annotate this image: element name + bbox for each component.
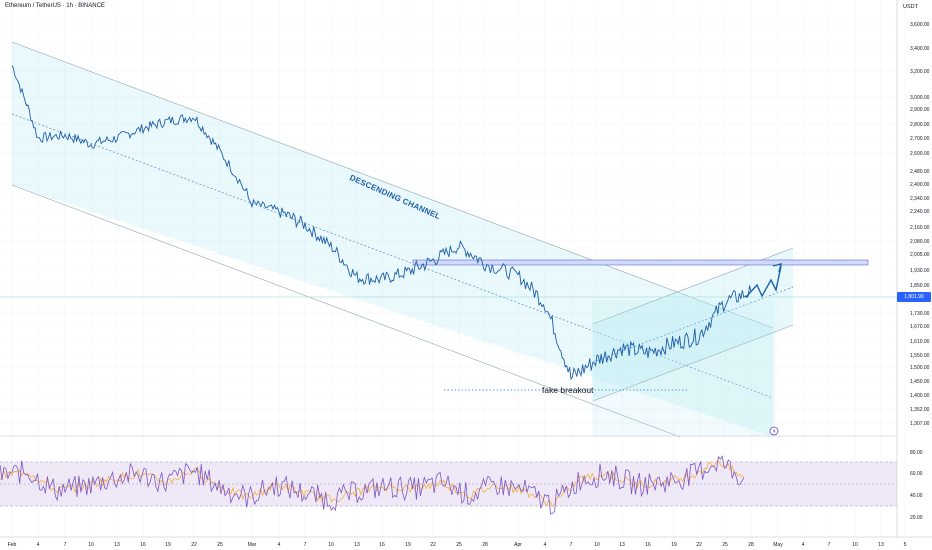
current-price-tag: 1,801.90 — [897, 292, 931, 302]
time-tick-label: 25 — [456, 542, 462, 548]
price-tick-label: 3,400.00 — [910, 46, 930, 52]
price-tick-label: 2,900.00 — [910, 107, 930, 113]
time-tick-label: 13 — [878, 542, 884, 548]
time-tick-label: 16 — [140, 542, 146, 548]
price-tick-label: 1,550.00 — [910, 353, 930, 359]
price-tick-label: 1,400.00 — [910, 393, 930, 399]
symbol-title[interactable]: Ethereum / TetherUS · 1h · BINANCE — [5, 3, 105, 9]
price-tick-label: 2,160.00 — [910, 225, 930, 231]
rsi-tick-label: 20.00 — [910, 515, 923, 521]
time-tick-label: May — [773, 542, 783, 548]
time-tick-label: 7 — [304, 542, 307, 548]
rsi-axis-labels: 80.00 60.00 40.00 20.00 — [910, 450, 923, 521]
rsi-tick-label: 40.00 — [910, 493, 923, 499]
price-tick-label: 1,670.00 — [910, 324, 930, 330]
time-tick-label: Mar — [248, 542, 257, 548]
time-tick-label: 5 — [904, 542, 907, 548]
time-tick-label: 4 — [544, 542, 547, 548]
time-tick-label: 19 — [671, 542, 677, 548]
time-tick-label: 28 — [748, 542, 754, 548]
price-tick-label: 1,450.00 — [910, 379, 930, 385]
time-tick-label: 25 — [217, 542, 223, 548]
time-tick-label: 10 — [88, 542, 94, 548]
price-tick-label: 2,005.00 — [910, 252, 930, 258]
time-tick-label: 10 — [852, 542, 858, 548]
fake-breakout-label: fake breakout — [542, 385, 594, 395]
price-tick-label: 1,610.00 — [910, 339, 930, 345]
currency-label: USDT — [903, 4, 918, 10]
time-tick-label: 10 — [594, 542, 600, 548]
time-tick-label: 7 — [64, 542, 67, 548]
price-tick-label: 2,480.00 — [910, 169, 930, 175]
time-tick-label: 7 — [828, 542, 831, 548]
time-tick-label: 22 — [430, 542, 436, 548]
price-tick-label: 2,240.00 — [910, 209, 930, 215]
resistance-zone — [412, 259, 869, 266]
ascending-fill — [593, 248, 793, 401]
grid — [0, 0, 906, 537]
time-tick-label: 19 — [405, 542, 411, 548]
channel-fill — [12, 42, 773, 437]
time-tick-label: Apr — [514, 542, 522, 548]
time-tick-label: 16 — [379, 542, 385, 548]
price-tick-label: 2,600.00 — [910, 151, 930, 157]
ascending-lower — [592, 324, 794, 402]
channel-upper — [11, 41, 774, 329]
time-tick-label: 10 — [328, 542, 334, 548]
time-axis-labels: Feb 4 7 10 13 16 19 22 25 Mar 4 7 10 13 16 19 22 25 28 Apr 4… — [8, 542, 907, 548]
rsi-tick-label: 60.00 — [910, 471, 923, 477]
price-series — [11, 65, 752, 381]
lightning-icon-glyph — [772, 428, 776, 434]
projection-arrowhead — [772, 263, 782, 273]
rsi-tick-label: 80.00 — [910, 450, 923, 456]
time-tick-label: 13 — [354, 542, 360, 548]
time-tick-label: 4 — [278, 542, 281, 548]
time-tick-label: 4 — [37, 542, 40, 548]
price-tick-label: 1,730.00 — [910, 311, 930, 317]
time-tick-label: 7 — [570, 542, 573, 548]
rsi-ma-line — [0, 460, 745, 508]
time-tick-label: 22 — [191, 542, 197, 548]
time-tick-label: 28 — [482, 542, 488, 548]
time-tick-label: Feb — [8, 542, 17, 548]
price-tick-label: 3,600.00 — [910, 22, 930, 28]
projection-path — [745, 265, 782, 298]
time-tick-label: 25 — [722, 542, 728, 548]
price-tick-label: 2,400.00 — [910, 182, 930, 188]
time-tick-label: 4 — [802, 542, 805, 548]
channel-lower — [11, 184, 681, 438]
price-tick-label: 2,080.00 — [910, 239, 930, 245]
rsi-series — [0, 455, 745, 515]
price-tick-label: 1,307.00 — [910, 421, 930, 427]
price-tick-label: 1,352.00 — [910, 407, 930, 413]
price-tick-label: 3,200.00 — [910, 69, 930, 75]
time-tick-label: 13 — [619, 542, 625, 548]
price-axis-labels: 3,600.00 3,400.00 3,200.00 3,000.00 2,900.00… — [910, 22, 930, 427]
time-tick-label: 16 — [645, 542, 651, 548]
time-tick-label: 19 — [165, 542, 171, 548]
price-tick-label: 1,500.00 — [910, 365, 930, 371]
price-tick-label: 1,930.00 — [910, 268, 930, 274]
price-tick-label: 2,700.00 — [910, 136, 930, 142]
price-tick-label: 3,000.00 — [910, 95, 930, 101]
rsi-line — [0, 455, 745, 515]
price-tick-label: 2,800.00 — [910, 122, 930, 128]
projection-zone — [592, 300, 775, 436]
price-tick-label: 2,340.00 — [910, 196, 930, 202]
price-tick-label: 1,850.00 — [910, 283, 930, 289]
price-line — [11, 65, 752, 381]
time-tick-label: 13 — [114, 542, 120, 548]
time-tick-label: 22 — [696, 542, 702, 548]
